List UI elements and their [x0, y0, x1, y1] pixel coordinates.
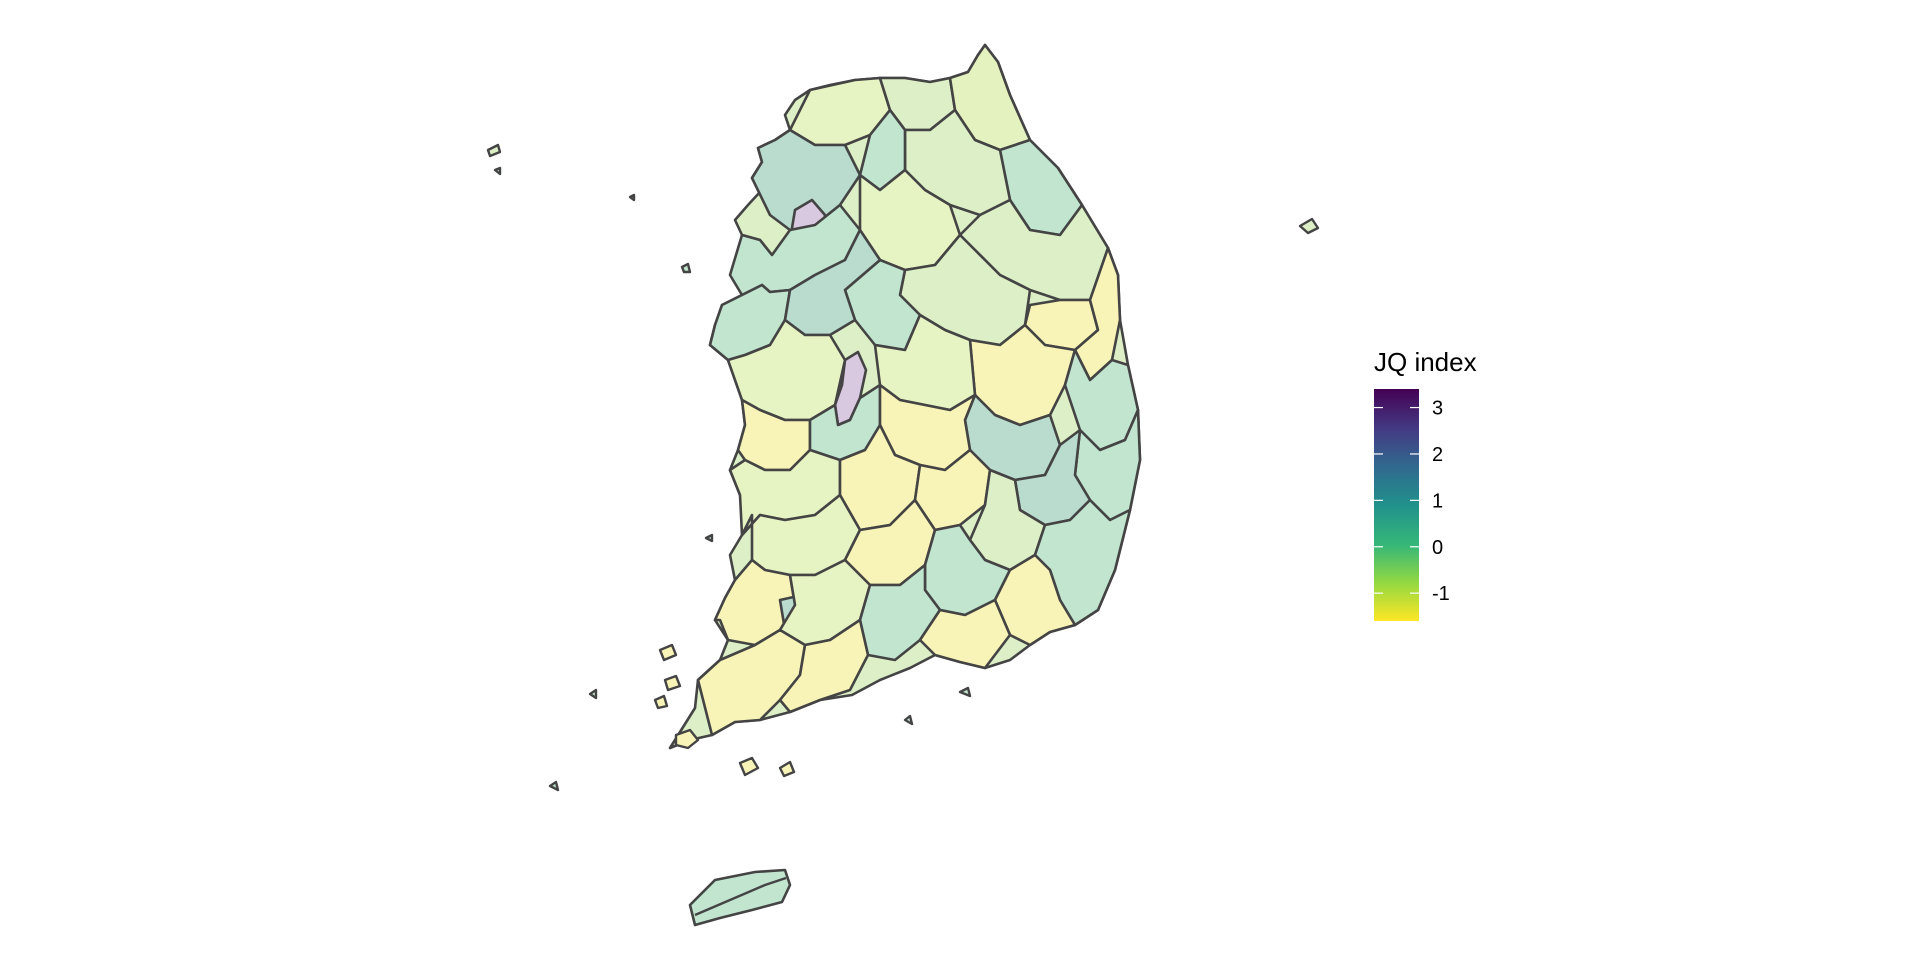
jeju-divider	[694, 876, 787, 917]
islet-k	[658, 643, 678, 662]
legend-tick-label: 3	[1432, 398, 1443, 420]
islet-d	[588, 688, 598, 700]
islet-j	[903, 714, 914, 726]
region-jeonnam-south-1	[696, 628, 807, 737]
islet-b	[680, 262, 692, 274]
legend-tick-label: -1	[1432, 583, 1450, 605]
legend: JQ index 3 2 1 0 -1	[1374, 347, 1477, 621]
islet-g	[738, 756, 760, 777]
legend-colorbar	[1374, 389, 1419, 621]
region-gyeongnam-south	[918, 598, 1012, 670]
ulleung-island	[1298, 217, 1320, 235]
islet-a	[628, 193, 636, 202]
legend-title: JQ index	[1374, 347, 1477, 377]
legend-tick-label: 1	[1432, 490, 1443, 512]
islet-i	[958, 686, 972, 698]
jeju-island	[688, 868, 792, 927]
islet-l	[663, 674, 682, 692]
islet-m	[653, 694, 669, 710]
legend-ticks: 3 2 1 0 -1	[1374, 398, 1450, 605]
legend-tick-label: 0	[1432, 537, 1443, 559]
northwest-islet-2	[493, 166, 502, 176]
legend-tick-label: 2	[1432, 444, 1443, 466]
islet-f	[674, 728, 700, 750]
islet-e	[548, 780, 560, 792]
islet-h	[778, 760, 796, 778]
region-jeonnam-south-2	[778, 618, 870, 714]
northwest-islet-1	[486, 143, 502, 158]
islet-c	[704, 533, 714, 543]
